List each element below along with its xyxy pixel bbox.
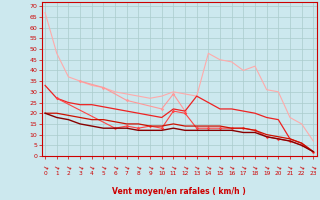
Text: →: →	[112, 164, 119, 171]
Text: →: →	[275, 164, 282, 171]
Text: →: →	[286, 164, 293, 171]
Text: →: →	[123, 164, 130, 171]
Text: →: →	[88, 164, 95, 171]
Text: →: →	[42, 164, 49, 171]
Text: →: →	[205, 164, 212, 171]
Text: →: →	[158, 164, 165, 171]
Text: →: →	[53, 164, 60, 171]
Text: →: →	[252, 164, 259, 171]
Text: →: →	[240, 164, 247, 171]
Text: →: →	[263, 164, 270, 171]
Text: →: →	[147, 164, 154, 171]
Text: →: →	[310, 164, 317, 171]
X-axis label: Vent moyen/en rafales ( km/h ): Vent moyen/en rafales ( km/h )	[112, 187, 246, 196]
Text: →: →	[76, 164, 84, 171]
Text: →: →	[228, 164, 235, 171]
Text: →: →	[181, 164, 188, 171]
Text: →: →	[193, 164, 200, 171]
Text: →: →	[217, 164, 224, 171]
Text: →: →	[170, 164, 177, 171]
Text: →: →	[298, 164, 305, 171]
Text: →: →	[135, 164, 142, 171]
Text: →: →	[100, 164, 107, 171]
Text: →: →	[65, 164, 72, 171]
